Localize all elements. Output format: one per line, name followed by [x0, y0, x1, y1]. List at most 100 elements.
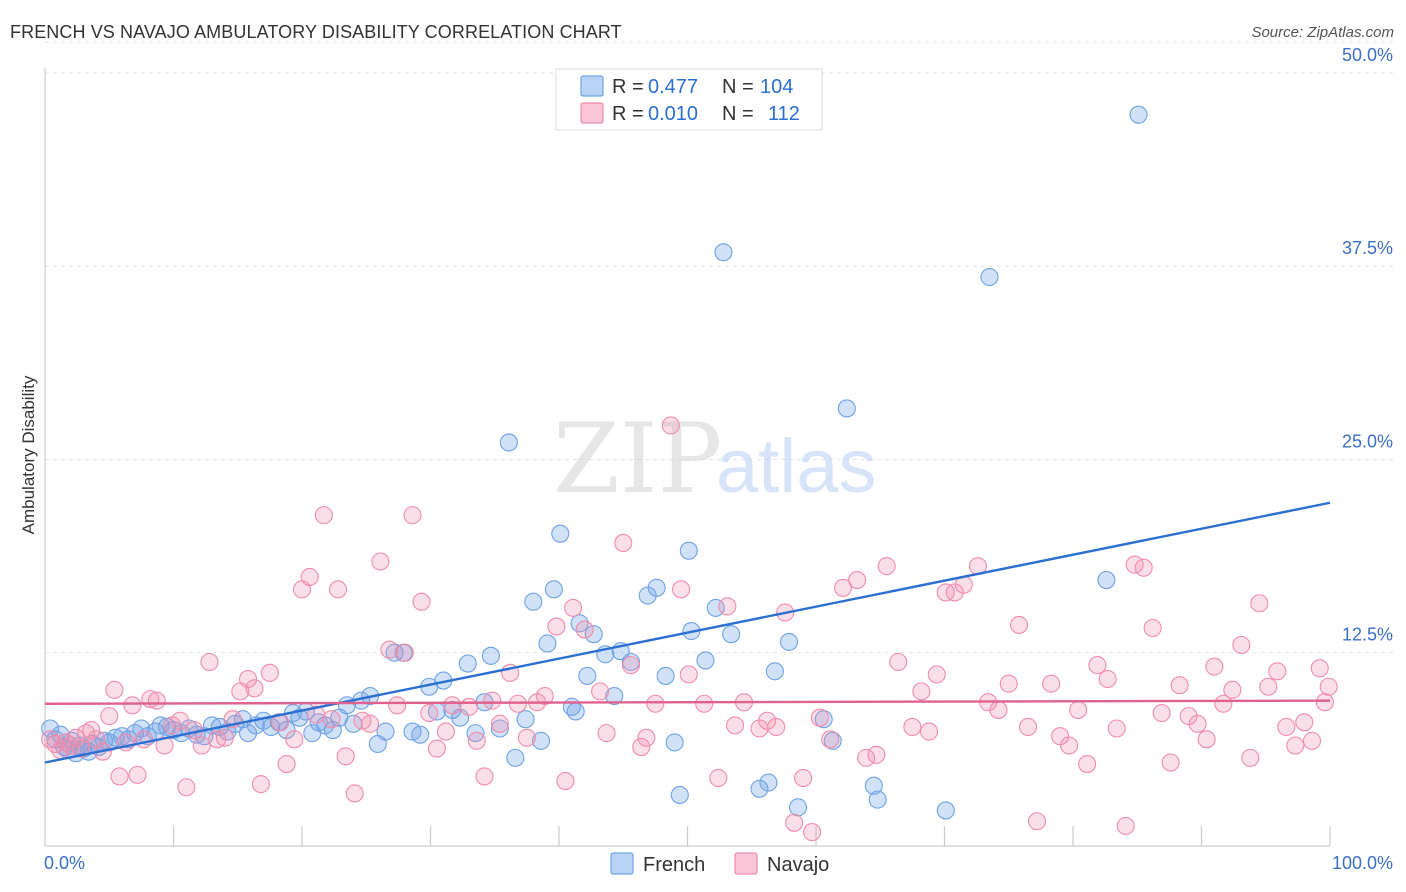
navajo-point: [155, 736, 174, 755]
french-point: [750, 779, 769, 798]
navajo-point: [725, 716, 745, 735]
navajo-point: [1214, 694, 1233, 713]
navajo-point: [277, 755, 296, 774]
navajo-point: [1161, 753, 1180, 772]
navajo-point: [436, 722, 455, 741]
navajo-point: [1223, 680, 1242, 699]
french-point: [578, 666, 597, 685]
navajo-point: [672, 580, 691, 599]
navajo-point: [467, 731, 486, 750]
legend-top: R = 0.477 N = 104 R = 0.010 N = 112: [555, 68, 823, 131]
x-tick-label-max: 100.0%: [1332, 853, 1393, 873]
grid-lines: [45, 41, 1394, 654]
watermark: ZIP atlas: [553, 403, 877, 515]
navajo-point: [82, 720, 101, 740]
navajo-point: [1088, 656, 1107, 675]
x-tick-label-min: 0.0%: [44, 853, 85, 873]
y-axis-label: Ambulatory Disability: [19, 375, 38, 534]
french-point: [696, 651, 715, 670]
navajo-point: [105, 680, 124, 699]
navajo-point: [679, 665, 698, 684]
navajo-point: [1197, 730, 1216, 749]
french-point: [706, 598, 725, 617]
navajo-point: [1018, 717, 1038, 736]
navajo-point: [1143, 618, 1162, 638]
navajo-point: [547, 617, 566, 636]
navajo-point: [1009, 615, 1029, 634]
navajo-point: [1060, 736, 1079, 755]
navajo-point: [877, 557, 896, 576]
navajo-point: [810, 708, 829, 727]
navajo-point: [889, 652, 908, 672]
navajo-point: [403, 506, 422, 525]
navajo-point: [758, 711, 777, 730]
navajo-point: [1268, 662, 1287, 681]
french-point: [584, 625, 603, 644]
french-point: [605, 686, 624, 706]
y-tick-label: 25.0%: [1342, 431, 1393, 451]
legend-top-swatch-navajo: [580, 102, 604, 124]
navajo-point: [1188, 714, 1207, 733]
navajo-point: [1259, 677, 1278, 696]
navajo-point: [245, 679, 264, 698]
french-point: [490, 719, 509, 738]
navajo-point: [490, 714, 509, 733]
french-point: [551, 524, 570, 543]
navajo-point: [1232, 635, 1251, 655]
legend-top-n-value-navajo: 112: [768, 103, 800, 125]
french-point: [665, 733, 684, 752]
y-tick-label: 50.0%: [1342, 45, 1393, 65]
french-point: [714, 243, 733, 262]
navajo-point: [110, 767, 129, 786]
french-point: [980, 267, 999, 287]
navajo-point: [443, 696, 462, 715]
navajo-point: [857, 748, 876, 767]
legend-top-swatch-french: [580, 75, 604, 97]
navajo-point: [251, 775, 270, 794]
navajo-point: [833, 578, 853, 597]
legend-top-r-value-french: 0.477: [648, 76, 698, 98]
navajo-point: [322, 710, 341, 729]
navajo-point: [1027, 812, 1047, 831]
navajo-point: [709, 768, 728, 788]
navajo-point: [238, 669, 258, 689]
navajo-point: [1116, 816, 1135, 835]
french-point: [524, 592, 543, 611]
navajo-point: [718, 597, 737, 616]
legend-top-r-value-navajo: 0.010: [648, 103, 698, 125]
navajo-point: [912, 682, 931, 701]
french-point: [1129, 105, 1148, 124]
navajo-point: [1295, 713, 1314, 732]
navajo-point: [1107, 719, 1126, 738]
french-point: [656, 666, 675, 685]
french-point: [458, 654, 477, 673]
navajo-point: [420, 703, 439, 723]
french-point: [670, 785, 689, 805]
legend-top-r-label-french: R =: [612, 76, 644, 98]
french-point: [531, 731, 551, 750]
navajo-point: [1241, 748, 1260, 767]
navajo-point: [336, 747, 355, 766]
watermark-zip: ZIP: [553, 403, 722, 515]
legend-top-n-label-navajo: N =: [722, 103, 754, 125]
french-point: [466, 724, 485, 743]
navajo-point: [1078, 755, 1097, 774]
navajo-point: [459, 697, 479, 716]
navajo-point: [621, 656, 641, 675]
navajo-point: [328, 580, 348, 599]
legend-bottom-swatch-navajo: [734, 852, 758, 875]
navajo-point: [100, 707, 119, 726]
navajo-point: [371, 552, 390, 571]
navajo-point: [821, 730, 840, 749]
navajo-point: [614, 533, 633, 553]
navajo-point: [395, 643, 414, 662]
legend-top-r-label-navajo: R =: [612, 103, 644, 125]
french-point: [647, 578, 666, 597]
navajo-point: [1069, 700, 1088, 719]
legend-top-n-value-french: 104: [760, 76, 793, 98]
navajo-point: [66, 728, 85, 747]
navajo-point: [695, 694, 714, 713]
navajo-point: [177, 778, 196, 797]
navajo-point: [920, 722, 939, 741]
